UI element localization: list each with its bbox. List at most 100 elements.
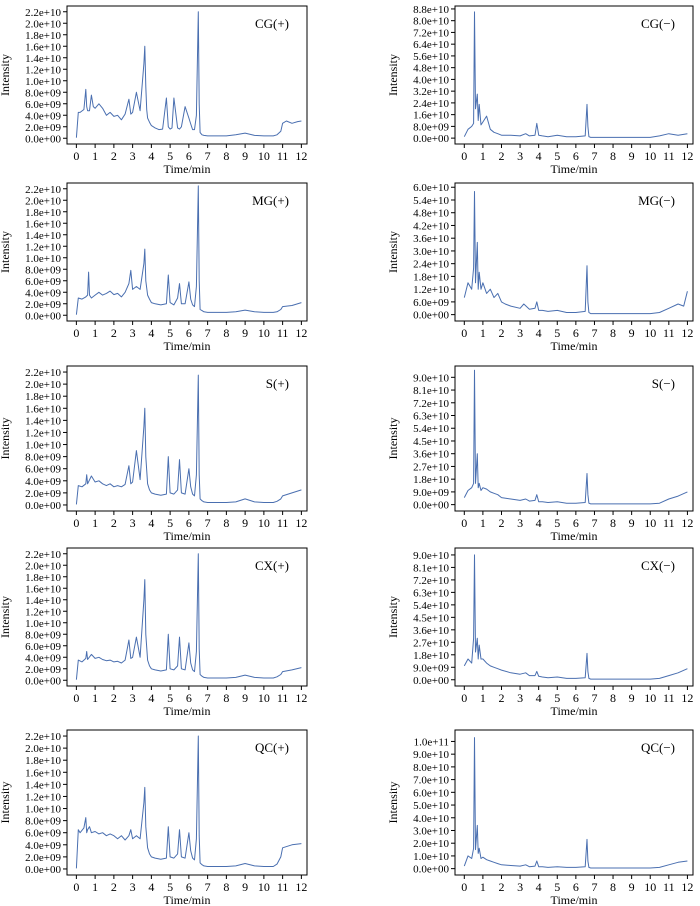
x-tick-label: 0 [73,516,79,530]
y-axis-title: Intensity [386,54,400,96]
x-tick-label: 12 [295,326,307,340]
x-tick-label: 3 [517,149,523,163]
y-tick-label: 4.0e+09 [25,287,61,299]
y-axis-title: Intensity [386,782,400,824]
series-line-S-neg [463,369,688,505]
x-tick-label: 1 [480,516,486,530]
y-axis-title: Intensity [0,231,12,273]
panel-label: QC(−) [641,740,675,755]
x-tick-label: 1 [92,516,98,530]
x-tick-label: 0 [461,326,467,340]
y-tick-label: 3.0e+10 [413,825,449,837]
y-tick-label: 1.2e+10 [413,284,449,296]
x-tick-label: 11 [277,149,289,163]
x-tick-label: 10 [258,691,270,705]
y-tick-label: 4.5e+10 [413,612,449,624]
x-tick-label: 12 [681,880,693,894]
plot-frame [66,5,308,145]
x-tick-label: 2 [498,691,504,705]
y-tick-label: 4.0e+09 [25,840,61,852]
chart-panel-S-pos: 0 1 2 3 4 5 6 7 8 9 10 11 120.0e+002.0e+094.0e+096.0… [0,365,308,543]
x-tick-label: 9 [629,880,635,894]
x-tick-label: 0 [461,516,467,530]
y-tick-label: 4.0e+09 [25,652,61,664]
y-tick-label: 1.0e+10 [25,804,61,816]
x-tick-label: 9 [629,149,635,163]
y-tick-label: 8.8e+10 [413,4,449,16]
y-tick-label: 0.0e+00 [25,310,61,322]
x-tick-label: 11 [277,516,289,530]
x-tick-label: 6 [186,880,192,894]
y-tick-label: 2.2e+10 [25,367,61,379]
x-tick-label: 10 [644,149,656,163]
y-tick-label: 1.8e+10 [25,207,61,219]
chart-panel-CG-pos: 0 1 2 3 4 5 6 7 8 9 10 11 120.0e+002.0e+094.0e+096.0… [0,5,308,176]
y-tick-label: 3.6e+10 [413,233,449,245]
y-tick-label: 2.0e+09 [25,664,61,676]
x-tick-label: 7 [591,880,597,894]
x-tick-label: 2 [498,516,504,530]
y-tick-label: 2.4e+10 [413,98,449,110]
x-tick-label: 10 [644,880,656,894]
x-tick-label: 4 [148,691,154,705]
x-tick-label: 2 [111,149,117,163]
y-axis-title: Intensity [0,782,12,824]
chart-panel-CG-neg: 0 1 2 3 4 5 6 7 8 9 10 11 120.0e+008.0e+091.6e+102.4… [386,4,694,176]
x-tick-label: 0 [461,691,467,705]
y-tick-label: 1.6e+10 [413,110,449,122]
panel-label: MG(−) [638,193,675,208]
y-tick-label: 8.0e+10 [413,16,449,28]
y-tick-label: 1.8e+10 [25,30,61,42]
chart-panel-S-neg: 0 1 2 3 4 5 6 7 8 9 10 11 120.0e+009.0e+091.8e+102.7… [386,365,694,543]
y-tick-label: 0.0e+00 [413,675,449,687]
x-tick-label: 8 [610,516,616,530]
y-tick-label: 6.0e+09 [25,828,61,840]
y-tick-label: 0.0e+00 [413,864,449,876]
y-tick-label: 6.0e+10 [413,182,449,194]
x-tick-label: 5 [554,691,560,705]
y-tick-label: 4.0e+10 [413,74,449,86]
y-tick-label: 2.4e+10 [413,259,449,271]
y-tick-label: 4.0e+10 [413,813,449,825]
y-tick-label: 1.8e+10 [25,572,61,584]
x-tick-label: 3 [517,880,523,894]
y-tick-label: 8.0e+09 [25,816,61,828]
x-tick-label: 4 [148,149,154,163]
x-tick-label: 1 [92,880,98,894]
y-tick-label: 1.2e+10 [25,241,61,253]
y-tick-label: 6.0e+09 [25,99,61,111]
x-tick-label: 4 [536,149,542,163]
x-tick-label: 8 [223,326,229,340]
x-tick-label: 6 [573,149,579,163]
x-tick-label: 4 [536,326,542,340]
panel-label: MG(+) [252,193,289,208]
x-tick-label: 5 [554,149,560,163]
x-axis-title: Time/min [551,704,598,718]
y-tick-label: 1.4e+10 [25,230,61,242]
y-tick-label: 1.0e+10 [25,440,61,452]
x-tick-label: 8 [223,149,229,163]
y-axis-title: Intensity [386,596,400,638]
panel-label: CX(+) [255,558,289,573]
y-tick-label: 2.0e+10 [25,18,61,30]
y-tick-label: 2.0e+10 [25,195,61,207]
x-tick-label: 2 [111,516,117,530]
x-tick-label: 10 [258,516,270,530]
x-tick-label: 2 [498,880,504,894]
x-tick-label: 5 [167,691,173,705]
y-axis-title: Intensity [0,54,12,96]
y-tick-label: 0.0e+00 [413,133,449,145]
x-tick-label: 9 [242,326,248,340]
x-tick-label: 11 [663,516,675,530]
x-tick-label: 5 [554,516,560,530]
y-tick-label: 2.0e+10 [25,560,61,572]
y-tick-label: 4.2e+10 [413,220,449,232]
y-tick-label: 9.0e+09 [413,662,449,674]
x-tick-label: 12 [681,326,693,340]
y-axis-title: Intensity [0,418,12,460]
x-tick-label: 8 [223,880,229,894]
y-tick-label: 6.4e+10 [413,39,449,51]
y-tick-label: 1.0e+10 [413,851,449,863]
x-tick-label: 9 [629,326,635,340]
x-tick-label: 2 [111,880,117,894]
